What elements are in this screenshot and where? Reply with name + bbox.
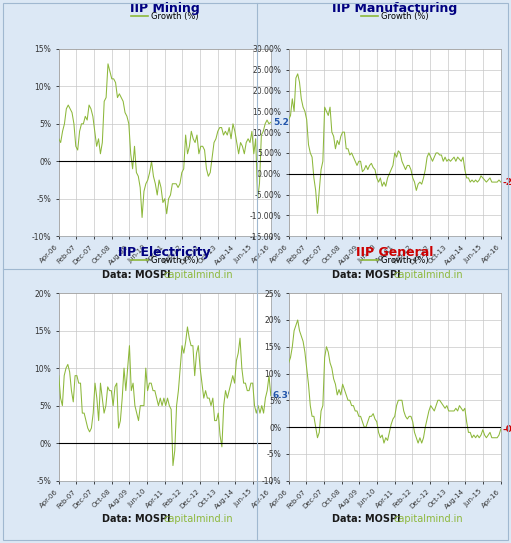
Text: capitalmind.in: capitalmind.in [163, 514, 233, 524]
Text: capitalmind.in: capitalmind.in [393, 270, 463, 280]
Text: IIP Mining: IIP Mining [130, 2, 200, 15]
Text: Data: MOSPI: Data: MOSPI [332, 514, 401, 524]
Text: -2.0%: -2.0% [503, 178, 511, 187]
Text: Data: MOSPI: Data: MOSPI [102, 270, 171, 280]
Text: capitalmind.in: capitalmind.in [163, 270, 233, 280]
Text: IIP Electricity: IIP Electricity [119, 246, 211, 259]
Text: 5.2%: 5.2% [273, 118, 298, 127]
Text: IIP Manufacturing: IIP Manufacturing [332, 2, 457, 15]
Text: -0.4%: -0.4% [503, 425, 511, 434]
Legend: Growth (%): Growth (%) [361, 256, 429, 265]
Text: Data: MOSPI: Data: MOSPI [102, 514, 171, 524]
Legend: Growth (%): Growth (%) [131, 256, 199, 265]
Text: 6.3%: 6.3% [273, 392, 298, 400]
Text: capitalmind.in: capitalmind.in [393, 514, 463, 524]
Text: Data: MOSPI: Data: MOSPI [332, 270, 401, 280]
Text: IIP General: IIP General [356, 246, 433, 259]
Legend: Growth (%): Growth (%) [131, 12, 199, 21]
Legend: Growth (%): Growth (%) [361, 12, 429, 21]
